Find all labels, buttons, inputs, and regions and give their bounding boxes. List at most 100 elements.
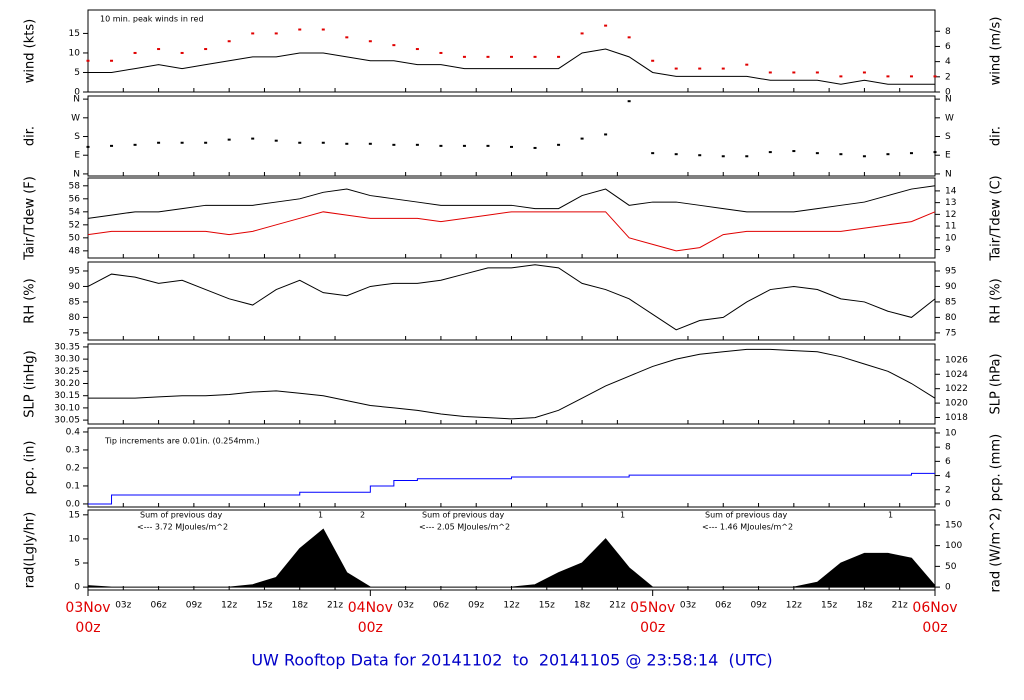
date-label: 05Nov: [630, 600, 675, 616]
y2-tick-label: 1018: [945, 413, 968, 423]
date-label: 04Nov: [348, 600, 393, 616]
y2-axis-label: pcp. (mm): [989, 434, 1004, 501]
x-tick-label: 03z: [680, 601, 696, 611]
series-dot: [768, 71, 772, 74]
y-tick-label: 10: [69, 48, 81, 58]
y2-tick-label: 10: [945, 428, 957, 438]
y-tick-label: 90: [69, 282, 81, 292]
series-dot: [274, 32, 278, 35]
y2-tick-label: 1020: [945, 399, 968, 409]
y2-tick-label: 11: [945, 222, 956, 232]
y-tick-label: 0: [74, 88, 80, 98]
y2-tick-label: 50: [945, 562, 957, 572]
x-tick-label: 06z: [150, 601, 166, 611]
x-tick-label: 03z: [115, 601, 131, 611]
x-tick-label: 21z: [892, 601, 908, 611]
x-tick-label: 18z: [292, 601, 308, 611]
series-dot: [933, 151, 937, 154]
y2-tick-label: 13: [945, 198, 956, 208]
y2-tick-label: E: [945, 151, 951, 161]
y-tick-label: 85: [69, 297, 80, 307]
series-dot: [486, 144, 490, 147]
series-dot: [721, 155, 725, 158]
panel: rad(Lgly/hr) rad (W/m^2)051015050100150Su…: [23, 508, 1004, 593]
y-tick-label: 0: [74, 583, 80, 593]
series-area: [87, 528, 936, 588]
series-dot: [157, 48, 161, 51]
y2-axis-label: SLP (hPa): [989, 353, 1004, 414]
y-axis-label: rad(Lgly/hr): [23, 512, 38, 588]
series-dot: [392, 44, 396, 47]
y2-tick-label: 75: [945, 328, 956, 338]
series-dot: [321, 141, 325, 144]
annotation: Sum of previous day: [705, 511, 787, 520]
panel: RH (%) RH (%) 75 80 85 90 95 75 80 85 90 95: [23, 261, 1004, 341]
y2-tick-label: 90: [945, 282, 957, 292]
y-tick-label: 0.0: [66, 499, 81, 509]
series-dot: [110, 144, 114, 147]
panel: wind (kts) wind (m/s) 0 5 10 15 0 2 4 6 8 10 min. p…: [23, 9, 1004, 98]
y-tick-label: W: [71, 113, 80, 123]
y2-tick-label: 2: [945, 485, 951, 495]
y2-tick-label: W: [945, 113, 954, 123]
y2-tick-label: 12: [945, 210, 956, 220]
y2-tick-label: 1026: [945, 355, 968, 365]
date-hour-label: 00z: [922, 620, 947, 636]
y2-axis-label: RH (%): [989, 278, 1004, 323]
panel-frame: [87, 9, 936, 93]
series-dot: [768, 151, 772, 154]
y2-axis-label: Tair/Tdew (C): [989, 175, 1004, 261]
x-tick-label: 18z: [856, 601, 872, 611]
y2-tick-label: 80: [945, 313, 957, 323]
series-dot: [674, 67, 678, 70]
series-dot: [86, 59, 90, 62]
y-tick-label: 10: [69, 534, 81, 544]
y-axis-label: RH (%): [23, 278, 38, 323]
series-dot: [227, 40, 231, 43]
y2-tick-label: 14: [945, 186, 957, 196]
y2-tick-label: 6: [945, 42, 951, 52]
series-dot: [862, 71, 866, 74]
series-line: [87, 264, 936, 331]
y2-tick-label: 100: [945, 541, 962, 551]
date-hour-label: 00z: [640, 620, 665, 636]
series-dot: [180, 141, 184, 144]
panel-frame: [87, 343, 936, 425]
y-tick-label: 30.10: [54, 403, 80, 413]
series-dot: [133, 51, 137, 54]
series-dot: [439, 144, 443, 147]
y2-tick-label: 150: [945, 520, 962, 530]
y2-tick-label: 8: [945, 27, 951, 37]
series-dot: [486, 55, 490, 58]
x-tick-label: 06z: [715, 601, 731, 611]
series-dot: [580, 32, 584, 35]
x-tick-label: 09z: [468, 601, 484, 611]
series-dot: [251, 137, 255, 140]
series-dot: [345, 142, 349, 145]
y-axis-label: pcp. (in): [23, 441, 38, 495]
y-tick-label: 30.20: [54, 379, 80, 389]
series-dot: [415, 48, 419, 51]
y-tick-label: 0.4: [66, 427, 81, 437]
y-tick-label: 56: [69, 194, 81, 204]
y2-tick-label: 1024: [945, 370, 968, 380]
series-dot: [886, 153, 890, 156]
series-dot: [933, 75, 937, 78]
y-tick-label: N: [73, 95, 80, 105]
series-dot: [533, 146, 537, 149]
series-dot: [745, 155, 749, 158]
y-tick-label: 30.05: [54, 416, 80, 426]
series-dot: [510, 145, 513, 148]
series-dot: [745, 63, 749, 66]
annotation: Sum of previous day: [422, 511, 504, 520]
series-dot: [345, 36, 349, 39]
series-dot: [604, 133, 608, 136]
y2-tick-label: 1022: [945, 384, 968, 394]
series-dot: [368, 40, 372, 43]
y-tick-label: 75: [69, 328, 80, 338]
series-line: [88, 48, 935, 85]
y2-tick-label: S: [945, 132, 951, 142]
series-dot: [110, 59, 114, 62]
series-dot: [627, 36, 631, 39]
